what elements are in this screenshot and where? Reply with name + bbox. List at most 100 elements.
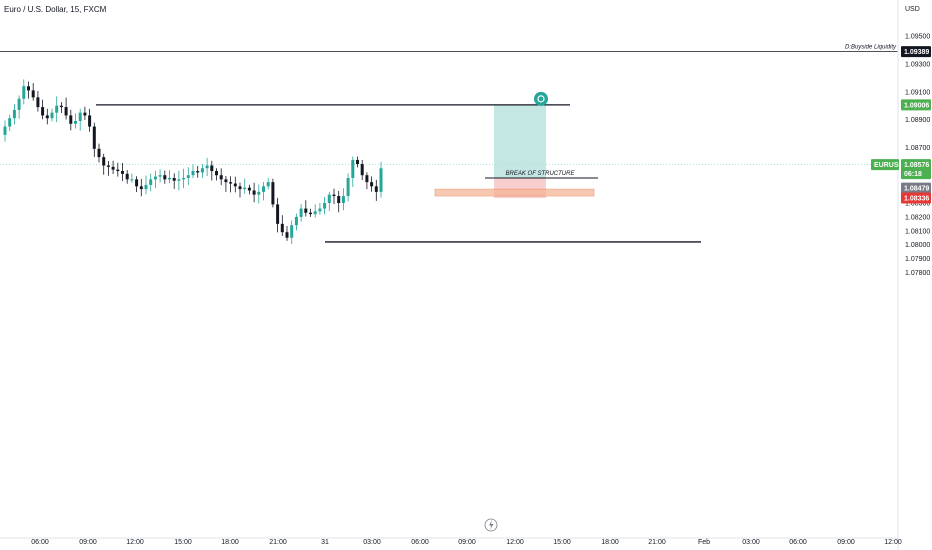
break-of-structure-label: BREAK OF STRUCTURE	[506, 171, 576, 177]
buyside-liquidity-tag: 1.09389	[904, 49, 929, 56]
candle-body	[262, 186, 265, 192]
candle-body	[27, 86, 30, 91]
candle-body	[144, 184, 148, 190]
x-tick-label: 15:00	[174, 539, 192, 546]
candle-body	[59, 105, 63, 108]
candle-body	[252, 190, 256, 195]
candle-body	[299, 208, 303, 217]
candle-body	[64, 107, 68, 116]
x-tick-label: 21:00	[269, 539, 287, 546]
target-marker-ring	[537, 95, 545, 103]
order-block-zone	[434, 188, 595, 197]
event-icon	[484, 518, 498, 532]
x-tick-label: 18:00	[601, 539, 619, 546]
candle-body	[172, 177, 176, 181]
candle-body	[290, 225, 294, 238]
candle-body	[285, 232, 289, 238]
candle-body	[69, 115, 73, 124]
y-tick-label: 1.08700	[905, 145, 930, 152]
candle-body	[50, 112, 54, 119]
symbol-tag: EURUSD	[874, 162, 904, 169]
countdown-tag: 06:18	[904, 171, 922, 178]
symbol-tag-bg	[871, 159, 899, 171]
buyside-liquidity-label: D:Buyside Liquidity	[845, 45, 897, 51]
x-tick-label: 03:00	[363, 539, 381, 546]
candle-body	[379, 168, 383, 192]
candle-body	[356, 159, 359, 165]
x-tick-label: 18:00	[221, 539, 239, 546]
candle-body	[276, 204, 280, 224]
candle-body	[341, 196, 345, 203]
target-price-tag: 1.09006	[904, 102, 929, 109]
tags-layer: 1.09389 1.09006 EURUSD 1.08576 06:18 1.08479 1…	[871, 46, 931, 204]
candle-body	[106, 165, 110, 167]
levels-layer: D:Buyside Liquidity BREAK OF STRUCTURE	[0, 45, 898, 243]
stop-price-tag: 1.08336	[904, 195, 929, 202]
candle-body	[17, 98, 21, 110]
candle-body	[238, 186, 242, 190]
x-tick-label: 09:00	[458, 539, 476, 546]
candle-body	[102, 157, 106, 166]
y-tick-label: 1.08200	[905, 214, 930, 221]
candle-body	[309, 212, 312, 215]
candle-body	[266, 182, 270, 187]
candle-body	[149, 179, 153, 185]
candle-body	[304, 208, 308, 213]
candle-body	[200, 168, 204, 173]
candle-body	[224, 179, 228, 183]
zones-layer	[434, 104, 595, 198]
candle-body	[360, 164, 364, 176]
candle-body	[332, 194, 336, 197]
candle-body	[229, 182, 233, 184]
candle-body	[323, 203, 327, 209]
candles-layer	[3, 79, 383, 244]
candle-body	[215, 171, 218, 176]
candle-body	[12, 109, 16, 119]
candle-body	[78, 112, 82, 121]
candle-body	[22, 86, 26, 99]
y-tick-label: 1.08000	[905, 242, 930, 249]
candle-body	[121, 171, 124, 174]
candle-body	[243, 187, 247, 190]
candle-body	[55, 105, 59, 113]
candle-body	[205, 165, 209, 169]
candle-body	[111, 166, 115, 170]
x-tick-label: 09:00	[79, 539, 97, 546]
candle-body	[219, 175, 223, 180]
x-tick-label: 06:00	[31, 539, 49, 546]
candle-body	[83, 112, 87, 116]
y-tick-label: 1.07900	[905, 256, 930, 263]
chart-title: Euro / U.S. Dollar, 15, FXCM	[4, 5, 107, 14]
candle-body	[365, 175, 369, 183]
candle-body	[374, 186, 378, 192]
candle-body	[346, 177, 350, 197]
candle-body	[233, 183, 237, 187]
candle-body	[186, 175, 190, 178]
candle-body	[92, 126, 96, 149]
x-tick-label: 21:00	[648, 539, 666, 546]
candle-body	[370, 182, 374, 187]
y-tick-label: 1.08100	[905, 228, 930, 235]
bid-price-tag: 1.08479	[904, 186, 929, 193]
lightning-icon	[489, 520, 494, 530]
candle-body	[130, 179, 134, 181]
y-tick-label: 1.08900	[905, 117, 930, 124]
candle-body	[74, 120, 77, 124]
candle-body	[271, 182, 275, 205]
currency-label: USD	[905, 6, 920, 13]
candle-body	[45, 115, 49, 119]
candle-body	[88, 115, 92, 127]
candle-body	[135, 179, 139, 187]
x-tick-label: 31	[321, 539, 329, 546]
candle-body	[125, 173, 129, 180]
y-tick-label: 1.09100	[905, 89, 930, 96]
candle-body	[177, 179, 181, 181]
candle-body	[8, 118, 12, 127]
candle-body	[168, 177, 171, 180]
x-tick-label: Feb	[698, 539, 710, 546]
candle-body	[318, 208, 322, 212]
x-tick-label: 09:00	[837, 539, 855, 546]
candle-body	[116, 169, 120, 172]
